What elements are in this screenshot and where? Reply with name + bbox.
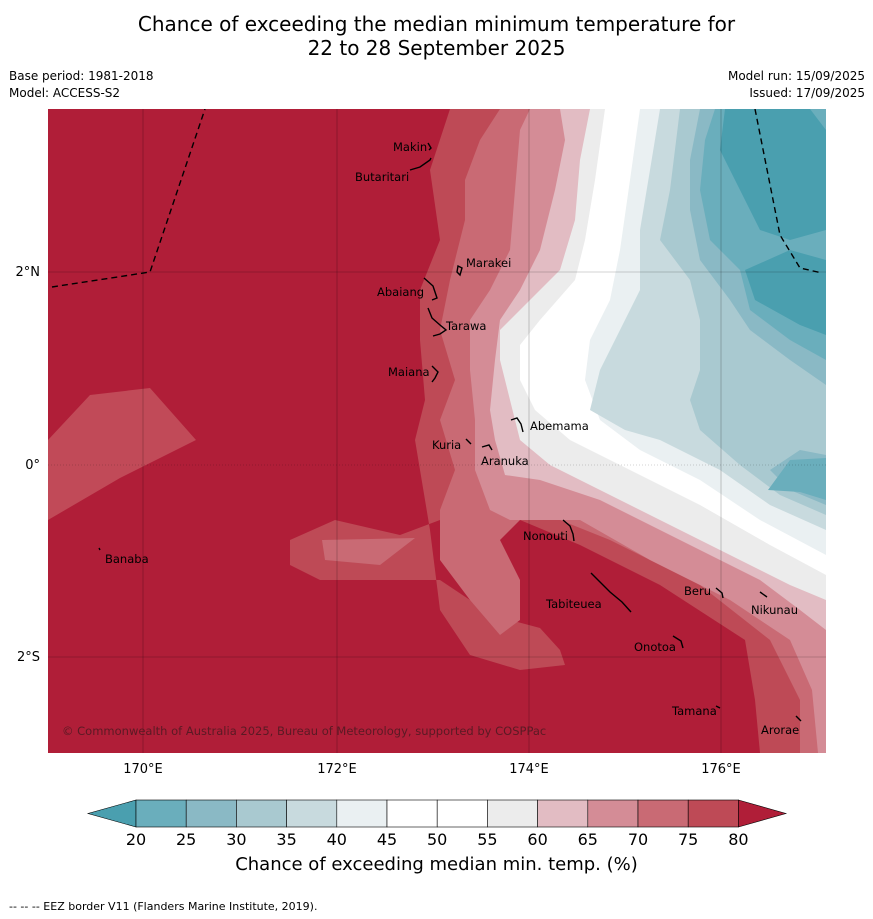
colorbar-swatch [637, 799, 689, 828]
island-shape-makin [427, 142, 432, 151]
island-shape-banaba [98, 547, 101, 551]
colorbar-swatch [336, 799, 388, 828]
map-title: Chance of exceeding the median minimum t… [0, 12, 873, 60]
island-shape-tarawa [427, 307, 448, 337]
island-shape-onotoa [672, 635, 684, 649]
issued-date: Issued: 17/09/2025 [749, 86, 865, 100]
colorbar-extend-high [738, 799, 788, 828]
colorbar-swatch [487, 799, 538, 828]
island-label-tarawa: Tarawa [445, 319, 486, 333]
meta-right: Model run: 15/09/2025 Issued: 17/09/2025 [728, 68, 865, 102]
lat-label: 2°N [16, 265, 41, 280]
island-label-aranuka: Aranuka [481, 454, 529, 468]
colorbar-tick-label: 40 [326, 830, 347, 849]
colorbar-title: Chance of exceeding median min. temp. (%… [235, 854, 638, 875]
colorbar-swatch [185, 799, 237, 828]
model-name: Model: ACCESS-S2 [9, 86, 121, 100]
colorbar-tick-label: 60 [527, 830, 548, 849]
colorbar-tick-label: 75 [678, 830, 699, 849]
island-shape-abaiang [423, 277, 438, 301]
island-label-marakei: Marakei [466, 256, 511, 270]
lon-label: 172°E [317, 762, 357, 777]
island-shape-abemama [510, 417, 524, 433]
colorbar-swatch [537, 799, 589, 828]
lon-label: 174°E [509, 762, 549, 777]
graticule [48, 109, 826, 753]
colorbar-swatch [687, 799, 739, 828]
title-line-2: 22 to 28 September 2025 [307, 36, 566, 60]
island-shape-nonouti [562, 519, 575, 542]
island-shape-butaritari [409, 157, 432, 171]
colorbar-tick-label: 50 [427, 830, 448, 849]
island-shape-tabiteuea [590, 572, 632, 613]
island-label-makin: Makin [393, 140, 427, 154]
island-outlines [98, 142, 802, 722]
colorbar-tick-label: 55 [477, 830, 498, 849]
band-20 [720, 109, 826, 335]
title-line-1: Chance of exceeding the median minimum t… [137, 12, 736, 36]
island-label-banaba: Banaba [105, 552, 149, 566]
lon-label: 176°E [701, 762, 741, 777]
island-label-beru: Beru [684, 584, 711, 598]
colorbar-tick-label: 45 [376, 830, 398, 849]
copyright-notice: © Commonwealth of Australia 2025, Bureau… [62, 724, 546, 738]
colorbar-swatch [135, 799, 187, 828]
colorbar-extend-low [86, 799, 137, 828]
lat-label: 0° [25, 458, 40, 473]
island-label-abaiang: Abaiang [377, 285, 424, 299]
colorbar-tick-label: 65 [577, 830, 598, 849]
island-shape-kuria [465, 438, 472, 445]
map-plot-area: Makin Butaritari Marakei Abaiang Tarawa Maian… [48, 109, 826, 753]
colorbar-tick-label: 25 [176, 830, 197, 849]
colorbar-swatch [286, 799, 338, 828]
colorbar-tick-label: 35 [276, 830, 297, 849]
island-shape-maiana [431, 365, 439, 383]
island-shape-marakei [456, 264, 463, 277]
island-label-tamana: Tamana [671, 704, 717, 718]
lat-label: 2°S [17, 650, 40, 665]
island-labels: Makin Butaritari Marakei Abaiang Tarawa Maian… [105, 140, 799, 737]
lon-label: 170°E [123, 762, 163, 777]
island-label-arorae: Arorae [761, 723, 799, 737]
island-shape-tamana [715, 705, 721, 709]
axis-labels: 2°N 0° 2°S 170°E 172°E 174°E 176°E [16, 265, 741, 777]
island-shape-arorae [795, 715, 802, 722]
island-shape-beru [715, 587, 724, 599]
colorbar-tick-label: 30 [226, 830, 247, 849]
colorbar-tick-label: 20 [125, 830, 147, 849]
island-label-abemama: Abemama [530, 419, 589, 433]
island-label-nonouti: Nonouti [523, 529, 568, 543]
meta-left: Base period: 1981-2018 Model: ACCESS-S2 [9, 68, 154, 102]
eez-border-west [51, 109, 206, 288]
band-75-west [48, 388, 196, 520]
island-label-tabiteuea: Tabiteuea [545, 597, 602, 611]
island-label-kuria: Kuria [432, 438, 461, 452]
island-label-butaritari: Butaritari [355, 170, 409, 184]
island-shape-aranuka [481, 444, 493, 451]
island-shape-nikunau [759, 591, 768, 598]
colorbar-tick-label: 80 [728, 830, 749, 849]
colorbar-swatch [386, 799, 438, 828]
footer-eez-note: -- -- -- EEZ border V11 (Flanders Marine… [9, 900, 318, 913]
model-run: Model run: 15/09/2025 [727, 69, 865, 83]
colorbar [86, 799, 788, 828]
eez-border-east [754, 109, 823, 274]
island-label-maiana: Maiana [388, 365, 430, 379]
colorbar-swatch [436, 799, 488, 828]
colorbar-swatch [236, 799, 287, 828]
island-label-onotoa: Onotoa [634, 640, 676, 654]
colorbar-swatch [587, 799, 639, 828]
colorbar-tick-label: 70 [627, 830, 649, 849]
base-period: Base period: 1981-2018 [9, 69, 154, 83]
island-label-nikunau: Nikunau [751, 603, 798, 617]
eez-border [51, 109, 823, 288]
